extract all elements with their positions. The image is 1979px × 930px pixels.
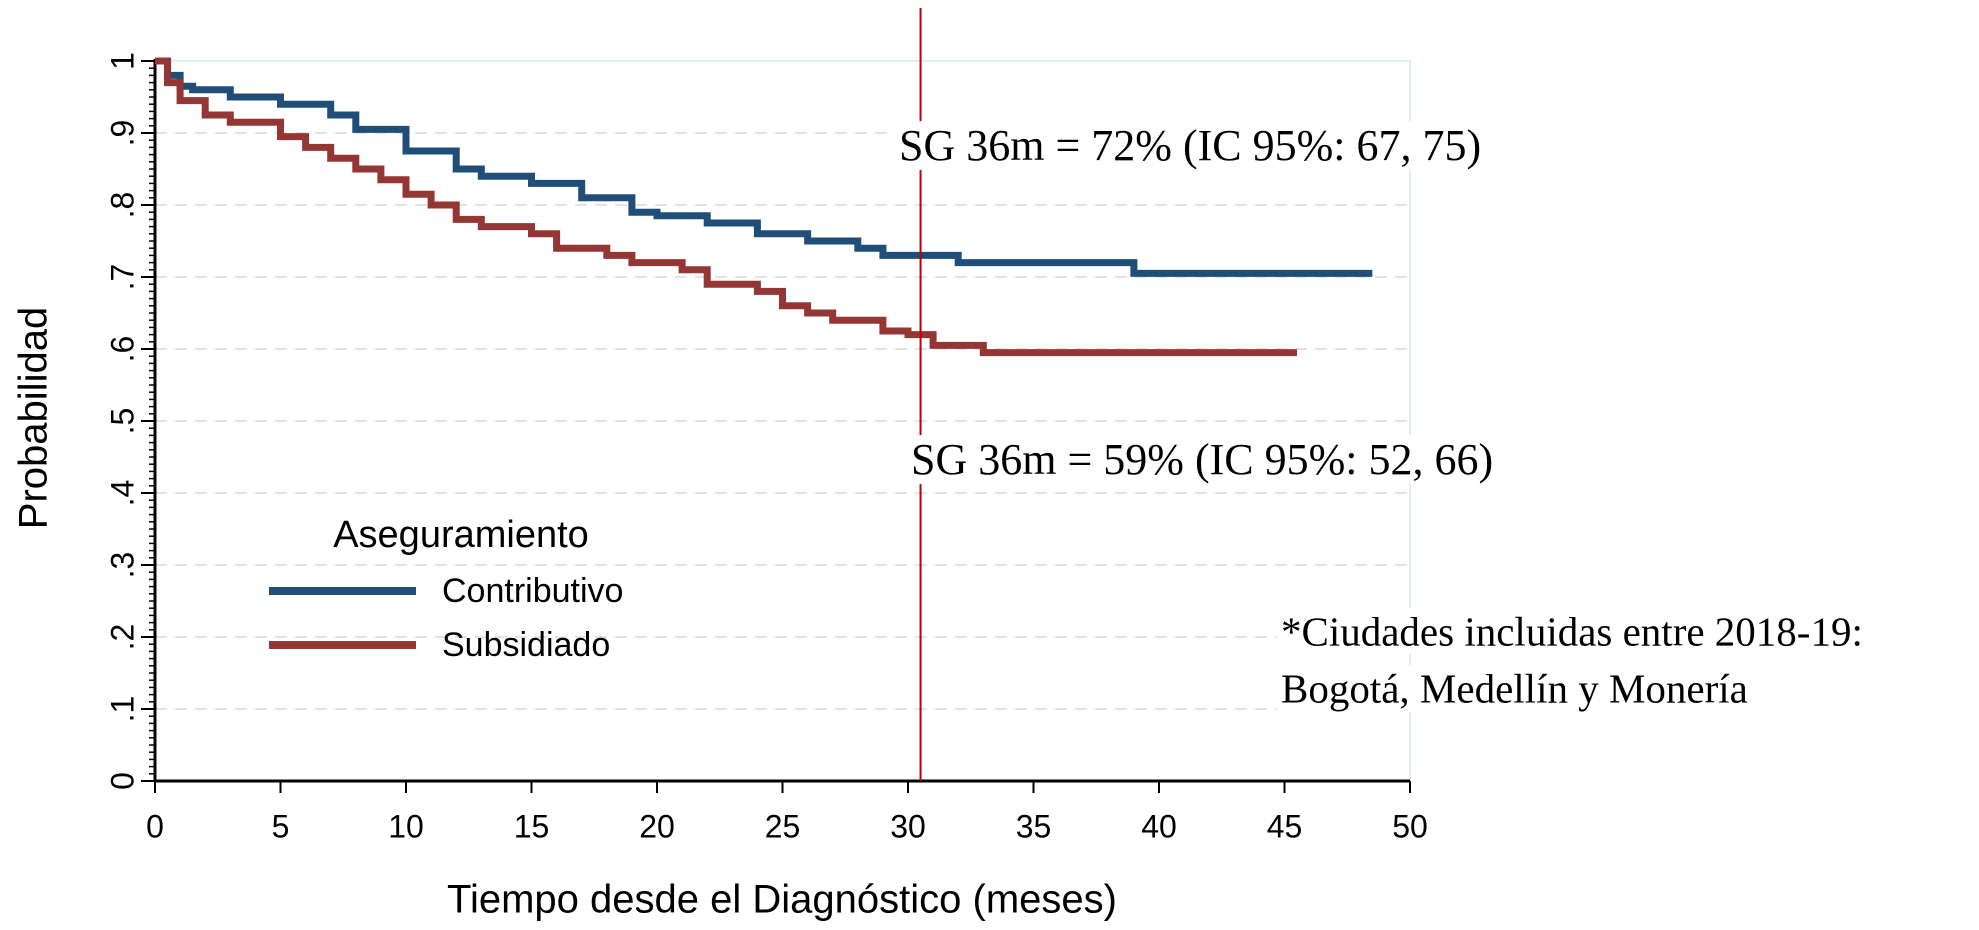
- note: *Ciudades incluidas entre 2018-19:: [1281, 608, 1863, 654]
- y-tick-label: 1: [104, 52, 140, 70]
- note: Bogotá, Medellín y Monería: [1281, 665, 1748, 711]
- y-tick-label: .7: [104, 264, 140, 291]
- annotation-bg: [895, 121, 1486, 171]
- x-tick-label: 40: [1141, 808, 1177, 844]
- x-tick-label: 50: [1392, 808, 1428, 844]
- y-tick-label: .1: [104, 696, 140, 723]
- x-axis-title: Tiempo desde el Diagnóstico (meses): [447, 878, 1117, 922]
- legend-title: Aseguramiento: [333, 514, 589, 556]
- legend-label: Contributivo: [442, 572, 623, 610]
- x-tick-label: 45: [1267, 808, 1303, 844]
- x-tick-label: 10: [388, 808, 424, 844]
- y-tick-label: .2: [104, 624, 140, 651]
- x-tick-label: 30: [890, 808, 926, 844]
- annotation-bg: [907, 435, 1498, 485]
- x-tick-label: 15: [514, 808, 550, 844]
- survival-line: [155, 57, 1298, 357]
- annotation-bg: [1277, 608, 1867, 655]
- x-tick-label: 5: [272, 808, 290, 844]
- annotation-bg: [1277, 665, 1752, 712]
- x-tick-label: 25: [765, 808, 801, 844]
- y-tick-label: .3: [104, 552, 140, 579]
- annotation: SG 36m = 72% (IC 95%: 67, 75): [899, 121, 1481, 170]
- y-axis-title: Probabilidad: [12, 307, 56, 529]
- x-tick-label: 20: [639, 808, 675, 844]
- x-tick-label: 0: [146, 808, 164, 844]
- legend-label: Subsidiado: [442, 626, 610, 664]
- survival-line: [155, 57, 1373, 277]
- y-tick-label: .9: [104, 120, 140, 147]
- x-tick-label: 35: [1016, 808, 1052, 844]
- y-tick-label: .4: [104, 480, 140, 507]
- y-tick-label: .6: [104, 336, 140, 363]
- annotation: SG 36m = 59% (IC 95%: 52, 66): [911, 435, 1493, 484]
- y-tick-label: 0: [104, 772, 140, 790]
- y-tick-label: .5: [104, 408, 140, 435]
- y-tick-label: .8: [104, 192, 140, 219]
